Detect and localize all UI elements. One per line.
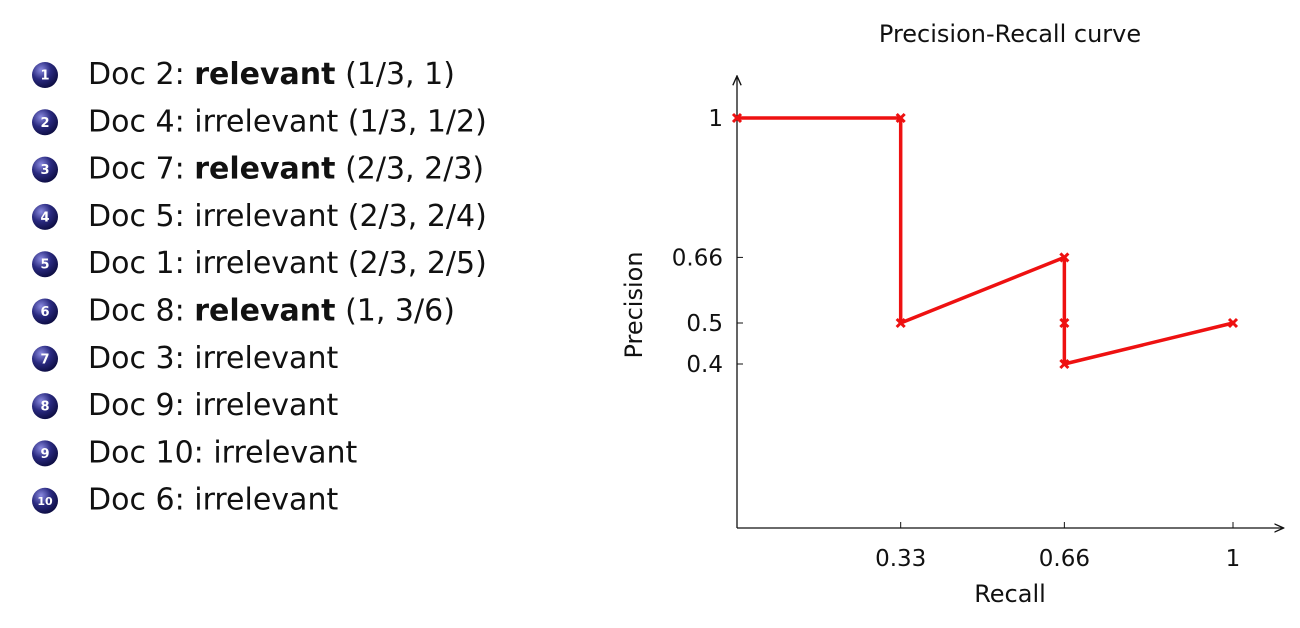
item-text: Doc 10: irrelevant — [88, 435, 358, 470]
point-marker — [1059, 358, 1070, 370]
item-doc: Doc 2: — [88, 57, 185, 92]
item-bullet — [32, 298, 58, 325]
item-bullet — [32, 487, 58, 514]
point-marker — [895, 317, 906, 329]
point-marker — [731, 112, 743, 124]
item-doc: Doc 10: — [88, 435, 204, 470]
item-relevance: irrelevant — [194, 388, 338, 423]
item-text: Doc 3: irrelevant — [88, 340, 338, 375]
y-tick-label: 1 — [708, 106, 723, 132]
x-tick-label: 0.66 — [1039, 546, 1090, 572]
curve — [737, 116, 1234, 366]
item-number: 10 — [37, 495, 53, 508]
item-text: Doc 7: relevant (2/3, 2/3) — [88, 151, 484, 186]
item-bullet — [32, 345, 58, 372]
x-tick-label: 1 — [1226, 546, 1241, 572]
item-pair: (2/3, 2/4) — [348, 198, 487, 233]
item-relevance: irrelevant — [194, 482, 338, 517]
item-bullet — [32, 203, 58, 230]
item-bullet — [32, 393, 58, 420]
y-tick-label: 0.66 — [672, 245, 723, 271]
item-relevance: relevant — [194, 57, 335, 92]
item-text: Doc 4: irrelevant (1/3, 1/2) — [88, 104, 487, 139]
item-bullet — [32, 62, 58, 88]
item-relevance: irrelevant — [194, 198, 338, 233]
item-text: Doc 8: relevant (1, 3/6) — [88, 293, 455, 328]
item-relevance: irrelevant — [194, 340, 338, 375]
item-pair: (2/3, 2/5) — [348, 246, 487, 281]
item-number: 4 — [40, 210, 49, 225]
item-relevance: irrelevant — [213, 435, 357, 470]
y-tick-label: 0.5 — [686, 311, 723, 337]
item-relevance: irrelevant — [194, 104, 338, 139]
item-number: 2 — [40, 116, 49, 131]
item-doc: Doc 9: — [88, 388, 185, 423]
item-bullet — [32, 109, 58, 136]
item-doc: Doc 4: — [88, 104, 185, 139]
item-bullet — [32, 156, 58, 183]
item-number: 1 — [40, 69, 49, 84]
item-pair: (1, 3/6) — [345, 293, 455, 328]
point-marker — [1059, 252, 1070, 263]
item-bullet — [32, 440, 58, 467]
item-pair: (1/3, 1/2) — [348, 104, 487, 139]
item-relevance: relevant — [194, 293, 335, 328]
x-axis-label: Recall — [974, 580, 1046, 608]
item-relevance: relevant — [194, 151, 335, 186]
point-marker — [895, 112, 906, 124]
point-marker — [1227, 317, 1239, 329]
x-tick-label: 0.33 — [875, 546, 926, 572]
item-pair: (1/3, 1) — [345, 57, 455, 92]
item-number: 5 — [40, 258, 49, 273]
item-number: 9 — [40, 447, 49, 462]
item-doc: Doc 5: — [88, 198, 185, 233]
chart-title: Precision-Recall curve — [879, 20, 1141, 48]
item-number: 6 — [40, 305, 49, 320]
item-text: Doc 9: irrelevant — [88, 388, 338, 423]
item-doc: Doc 7: — [88, 151, 185, 186]
item-doc: Doc 3: — [88, 340, 185, 375]
item-text: Doc 2: relevant (1/3, 1) — [88, 57, 455, 92]
item-text: Doc 1: irrelevant (2/3, 2/5) — [88, 246, 487, 281]
item-doc: Doc 8: — [88, 293, 185, 328]
item-number: 7 — [40, 352, 49, 367]
item-number: 3 — [40, 163, 49, 178]
item-relevance: irrelevant — [194, 246, 338, 281]
item-text: Doc 5: irrelevant (2/3, 2/4) — [88, 198, 487, 233]
item-number: 8 — [40, 400, 49, 415]
item-doc: Doc 1: — [88, 246, 185, 281]
y-axis-label: Precision — [620, 251, 648, 358]
item-text: Doc 6: irrelevant — [88, 482, 338, 517]
item-doc: Doc 6: — [88, 482, 185, 517]
point-marker — [1059, 317, 1070, 329]
item-bullet — [32, 251, 58, 278]
y-tick-label: 0.4 — [686, 352, 723, 378]
item-pair: (2/3, 2/3) — [345, 151, 484, 186]
